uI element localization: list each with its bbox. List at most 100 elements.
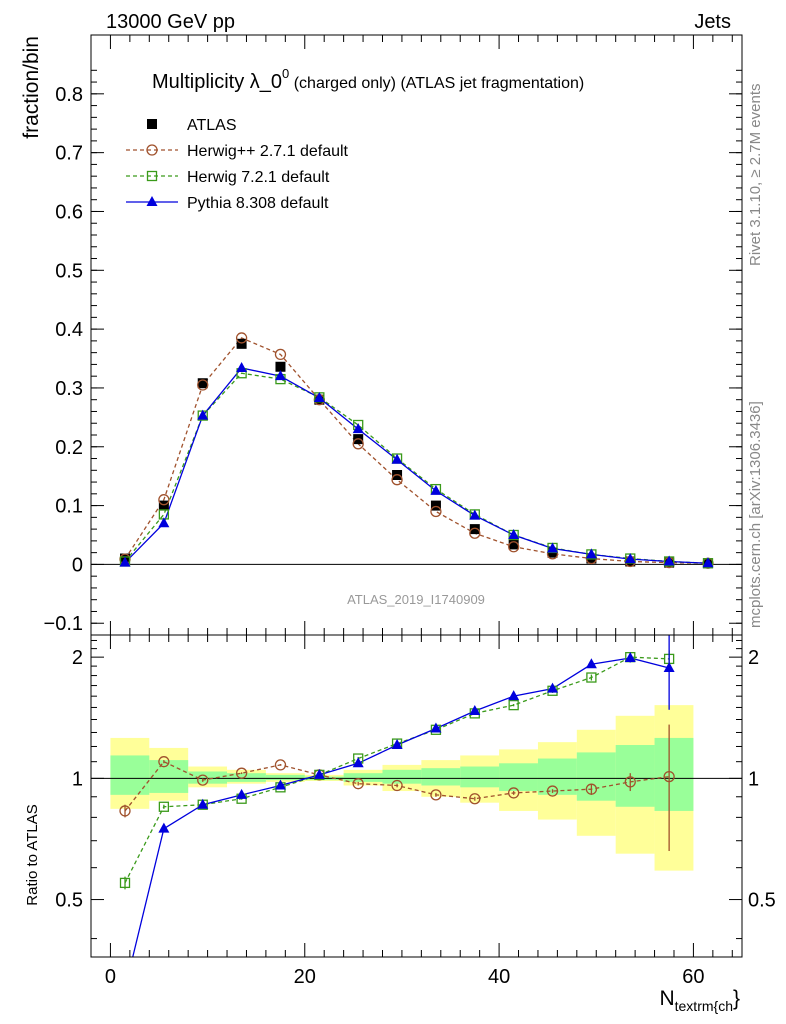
ratio-xtick-label: 40	[488, 966, 510, 988]
point-pythia	[236, 361, 248, 372]
point-pythia	[274, 370, 286, 381]
point-data	[236, 338, 247, 349]
legend-marker-herwig7	[146, 170, 158, 182]
ratio-point-herwigpp	[391, 779, 403, 792]
band-green	[227, 773, 266, 782]
main-ytick-label: 0	[72, 554, 83, 576]
ratio-point-herwigpp	[430, 789, 442, 801]
point-herwigpp	[274, 348, 287, 361]
ratio-point-herwigpp	[624, 776, 636, 788]
point-pythia	[585, 548, 597, 559]
main-ytick-label: 0.7	[55, 143, 83, 165]
band-green	[499, 763, 538, 792]
main-ylabel: fraction/bin	[20, 36, 43, 139]
ratio-point-pythia	[469, 704, 481, 715]
header-right: Jets	[694, 11, 731, 33]
point-pythia	[119, 556, 131, 567]
point-pythia	[624, 553, 636, 564]
series-line-pythia	[124, 367, 709, 564]
ratio-point-herwigpp	[197, 774, 209, 786]
band-green	[460, 766, 500, 788]
point-pythia	[469, 509, 481, 520]
legend-label-data: ATLAS	[187, 117, 237, 134]
ratio-line-herwig7	[124, 656, 670, 884]
ratio-point-herwig7	[119, 877, 131, 889]
ratio-point-pythia	[663, 661, 675, 672]
point-pythia	[702, 557, 714, 568]
ratio-point-pythia	[352, 757, 364, 768]
point-data	[508, 539, 519, 550]
main-ytick-label: 0.8	[55, 84, 83, 106]
ratio-xtick-label: 60	[682, 966, 704, 988]
ratio-point-pythia	[197, 798, 209, 809]
point-pythia	[391, 453, 403, 464]
ratio-point-herwigpp	[274, 759, 287, 771]
legend-label-herwig7: Herwig 7.2.1 default	[187, 169, 330, 186]
ratio-point-herwig7	[158, 801, 170, 812]
point-herwigpp	[158, 494, 170, 506]
main-panel: ATLAS_2019_I1740909 Multiplicity λ_00 (c…	[44, 34, 743, 636]
point-data	[275, 361, 286, 372]
main-ytick-label: 0.3	[55, 378, 83, 400]
main-ytick-label: 0.6	[55, 201, 83, 223]
mcplots-label: mcplots.cern.ch [arXiv:1306.3436]	[747, 401, 764, 628]
point-pythia	[508, 529, 520, 539]
ratio-point-herwigpp	[235, 767, 248, 779]
ratio-point-pythia	[274, 779, 286, 790]
band-green	[576, 752, 616, 801]
main-ytick-label: −0.1	[44, 613, 83, 635]
main-ytick-label: 0.4	[55, 319, 83, 341]
ratio-ytick-label: 2	[72, 647, 83, 669]
legend: ATLAS Herwig++ 2.7.1 default Herwig 7.2.1 …	[126, 117, 349, 212]
ratio-point-pythia	[430, 722, 442, 733]
point-data	[197, 378, 208, 389]
ratio-xtick-label: 0	[105, 966, 116, 988]
ratio-xtick-label: 20	[294, 966, 316, 988]
legend-marker-herwigpp	[146, 144, 158, 156]
point-data	[430, 500, 441, 511]
main-title: Multiplicity λ_00 (charged only) (ATLAS …	[152, 66, 584, 93]
band-green	[615, 745, 655, 807]
main-ytick-label: 0.2	[55, 437, 83, 459]
point-pythia	[352, 423, 364, 434]
ratio-xlabel: Ntextrm{ch}	[659, 987, 740, 1014]
point-herwigpp	[235, 332, 248, 344]
legend-label-herwigpp: Herwig++ 2.7.1 default	[187, 143, 349, 160]
band-green	[343, 773, 383, 782]
header-left: 13000 GeV pp	[106, 11, 235, 33]
band-green	[265, 774, 305, 781]
ratio-point-pythia	[508, 690, 520, 701]
ratio-point-herwigpp	[546, 785, 559, 797]
ratio-point-pythia	[158, 822, 170, 833]
point-pythia	[547, 542, 559, 553]
band-green	[382, 769, 422, 784]
legend-marker-pythia	[146, 196, 158, 206]
ratio-ytick-label: 1	[72, 768, 83, 790]
ratio-ylabel: Ratio to ATLAS	[24, 804, 41, 905]
ratio-point-herwigpp	[469, 793, 481, 805]
point-pythia	[158, 517, 170, 528]
point-herwigpp	[197, 379, 209, 391]
point-pythia	[313, 391, 325, 402]
point-herwigpp	[469, 527, 481, 539]
legend-label-pythia: Pythia 8.308 default	[187, 195, 329, 212]
ratio-point-herwig7	[586, 672, 597, 683]
ratio-point-herwigpp	[663, 770, 675, 783]
point-data	[158, 500, 169, 511]
main-ytick-label: 0.5	[55, 260, 83, 282]
band-green	[110, 755, 150, 795]
ratio-ytick-label-right: 0.5	[748, 890, 776, 912]
ratio-ytick-label-right: 2	[748, 647, 759, 669]
point-herwigpp	[430, 505, 442, 518]
point-herwigpp	[391, 474, 403, 486]
point-herwigpp	[508, 541, 520, 553]
series-line-herwigpp	[124, 337, 709, 564]
ratio-point-herwigpp	[508, 787, 520, 799]
ratio-point-pythia	[547, 682, 559, 693]
ratio-point-pythia	[391, 739, 403, 750]
ratio-point-herwigpp	[119, 805, 131, 817]
band-green	[149, 760, 189, 793]
ratio-point-herwigpp	[585, 783, 598, 795]
ratio-point-herwigpp	[352, 778, 364, 790]
ratio-point-pythia	[585, 658, 597, 669]
